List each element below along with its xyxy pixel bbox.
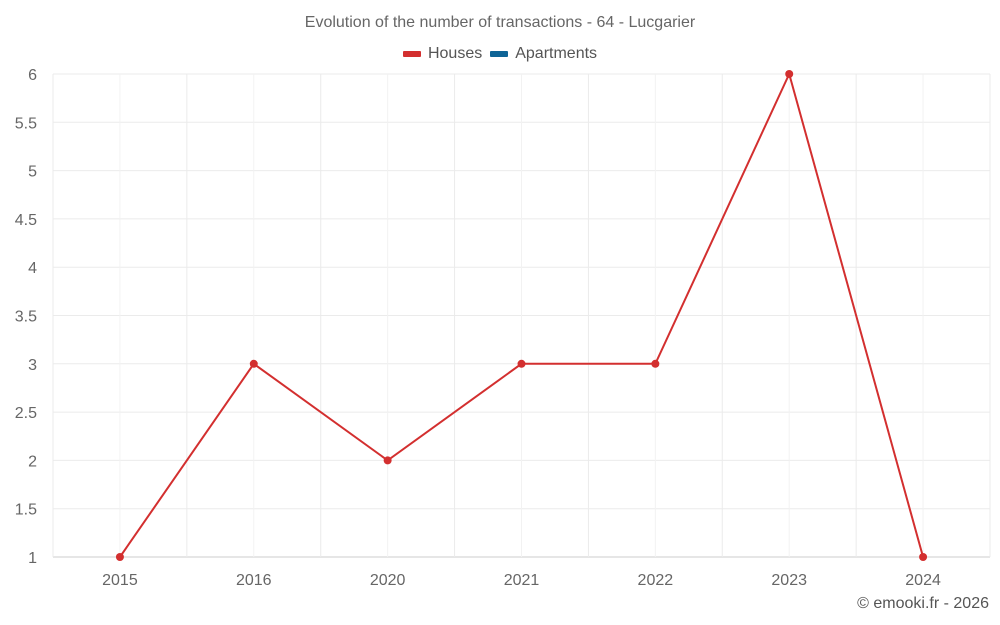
legend-item-houses[interactable]: Houses [402,45,483,63]
legend-swatch-houses [402,51,421,57]
y-tick-label: 3.5 [15,309,37,326]
legend-swatch-apartments [490,51,509,57]
legend: Houses Apartments [0,45,1000,63]
data-point [785,70,794,78]
data-point [249,359,258,368]
data-point [115,553,124,561]
x-tick-label: 2022 [638,572,674,589]
x-tick-label: 2021 [504,572,540,589]
y-tick-label: 5 [28,164,37,181]
legend-item-apartments[interactable]: Apartments [490,45,597,63]
x-tick-label: 2016 [236,572,272,589]
y-tick-label: 1.5 [15,502,37,519]
data-point [383,456,392,465]
x-tick-label: 2024 [905,572,941,589]
legend-label-houses: Houses [427,45,483,62]
chart-title: Evolution of the number of transactions … [304,14,696,31]
y-tick-label: 5.5 [15,115,37,132]
data-point [919,553,928,561]
y-tick-label: 4 [28,260,37,277]
x-tick-label: 2023 [771,572,807,589]
credit-text: © emooki.fr - 2026 [857,595,989,612]
y-tick-label: 6 [28,67,37,84]
legend-label-apartments: Apartments [515,45,598,62]
y-tick-label: 2.5 [15,405,37,422]
x-tick-label: 2020 [370,572,406,589]
x-tick-label: 2015 [102,572,138,589]
y-tick-label: 2 [28,453,37,470]
y-tick-label: 4.5 [15,212,37,229]
y-tick-label: 1 [28,550,37,567]
data-point [517,359,526,368]
y-tick-label: 3 [28,357,37,374]
data-point [651,359,660,368]
